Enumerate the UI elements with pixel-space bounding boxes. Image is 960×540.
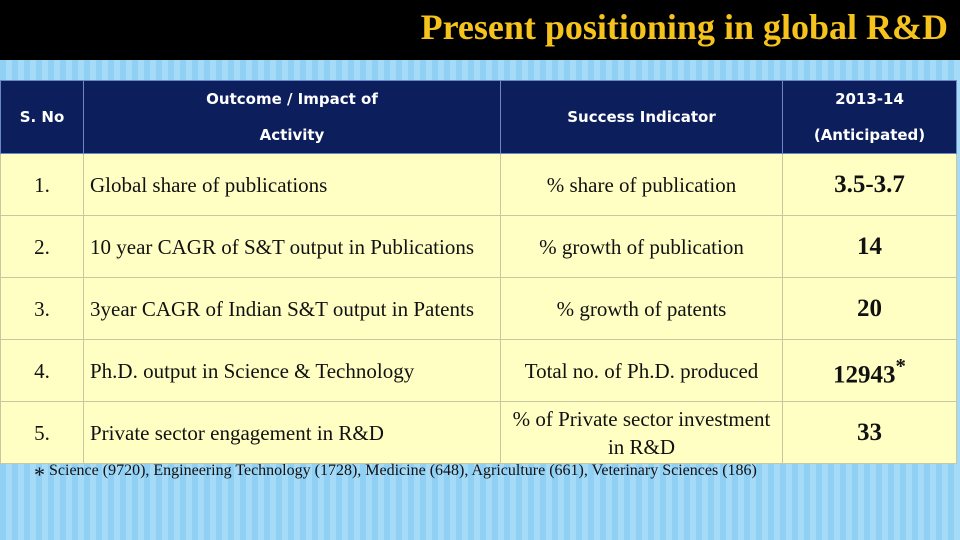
footnote: * Science (9720), Engineering Technology …	[34, 462, 757, 488]
table-cell: 3.	[0, 277, 84, 340]
table-cell: Ph.D. output in Science & Technology	[83, 339, 501, 402]
table-row: 1. Global share of publications % share of…	[0, 153, 957, 216]
cell-text: % growth of publication	[539, 234, 744, 259]
footnote-ref: *	[895, 353, 906, 378]
header-line: Outcome / Impact of	[206, 90, 378, 108]
table-cell: 3year CAGR of Indian S&T output in Paten…	[83, 277, 501, 340]
footnote-marker: *	[34, 462, 45, 487]
table-row: 2. 10 year CAGR of S&T output in Publicat…	[0, 215, 957, 278]
cell-text: 14	[857, 232, 882, 260]
cell-text: 3year CAGR of Indian S&T output in Paten…	[90, 296, 474, 321]
table-cell: Private sector engagement in R&D	[83, 401, 501, 464]
cell-text: Global share of publications	[90, 172, 328, 197]
cell-text: 12943	[833, 361, 896, 389]
header-line: 2013-14	[835, 90, 904, 108]
cell-text: 3.5-3.7	[834, 170, 905, 198]
cell-text: Private sector engagement in R&D	[90, 420, 384, 445]
cell-text: 10 year CAGR of S&T output in Publicatio…	[90, 234, 475, 259]
cell-text: 20	[857, 294, 882, 322]
table-row: 3. 3year CAGR of Indian S&T output in Pat…	[0, 277, 957, 340]
header-line: S. No	[19, 108, 65, 126]
cell-text: 3.	[34, 296, 50, 321]
footnote-text: Science (9720), Engineering Technology (…	[49, 462, 757, 479]
table-cell: 5.	[0, 401, 84, 464]
cell-text: 1.	[34, 172, 50, 197]
header-line: (Anticipated)	[813, 126, 926, 144]
table-cell: 3.5-3.7	[782, 153, 957, 216]
table-cell: 2.	[0, 215, 84, 278]
header-cell: Success Indicator	[500, 80, 783, 154]
table-cell: % of Private sector investment in R&D	[500, 401, 783, 464]
table-cell: 20	[782, 277, 957, 340]
cell-text: 33	[857, 418, 882, 446]
header-cell: 2013-14 (Anticipated)	[782, 80, 957, 154]
table-body: 1. Global share of publications % share of…	[0, 153, 957, 464]
header-line: Success Indicator	[567, 108, 716, 126]
table-cell: 4.	[0, 339, 84, 402]
header-row: S. No Outcome / Impact of Activity Success …	[0, 80, 957, 154]
header-cell: S. No	[0, 80, 84, 154]
table-row: 5. Private sector engagement in R&D % of P…	[0, 401, 957, 464]
table-cell: % growth of patents	[500, 277, 783, 340]
table-cell: 10 year CAGR of S&T output in Publicatio…	[83, 215, 501, 278]
cell-text: % share of publication	[546, 172, 737, 197]
cell-text: Total no. of Ph.D. produced	[524, 358, 759, 383]
table-cell: 33	[782, 401, 957, 464]
cell-text: Ph.D. output in Science & Technology	[90, 358, 415, 383]
cell-text: 5.	[34, 420, 50, 445]
table-cell: Total no. of Ph.D. produced	[500, 339, 783, 402]
table-cell: % share of publication	[500, 153, 783, 216]
title: Present positioning in global R&D	[420, 7, 948, 47]
cell-text: % of Private sector investment in R&D	[512, 406, 771, 459]
table-cell: 12943*	[782, 339, 957, 402]
table: S. No Outcome / Impact of Activity Success …	[0, 80, 957, 464]
table-cell: 1.	[0, 153, 84, 216]
title-bar: Present positioning in global R&D	[0, 0, 960, 60]
table-cell: Global share of publications	[83, 153, 501, 216]
table-row: 4. Ph.D. output in Science & Technology To…	[0, 339, 957, 402]
table-cell: % growth of publication	[500, 215, 783, 278]
header-cell: Outcome / Impact of Activity	[83, 80, 501, 154]
header-line: Activity	[259, 126, 325, 144]
cell-text: % growth of patents	[556, 296, 727, 321]
table-cell: 14	[782, 215, 957, 278]
cell-text: 4.	[34, 358, 50, 383]
cell-text: 2.	[34, 234, 50, 259]
